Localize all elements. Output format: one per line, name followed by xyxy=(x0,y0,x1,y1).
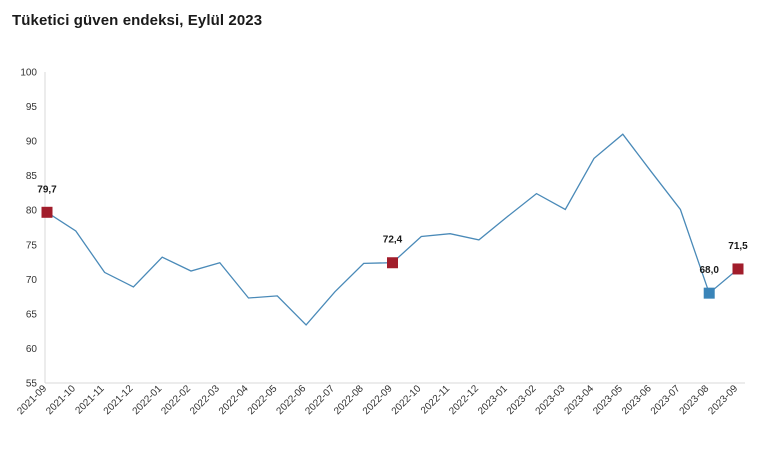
x-tick-label: 2023-06 xyxy=(620,383,654,417)
x-tick-label: 2022-08 xyxy=(332,383,366,417)
x-tick-label: 2022-03 xyxy=(188,383,222,417)
y-tick-label: 75 xyxy=(26,240,38,251)
y-tick-label: 80 xyxy=(26,206,38,217)
chart-title: Tüketici güven endeksi, Eylül 2023 xyxy=(12,12,263,29)
data-label: 79,7 xyxy=(37,184,57,195)
y-tick-label: 65 xyxy=(26,309,38,320)
y-tick-label: 55 xyxy=(26,379,38,390)
x-tick-label: 2023-05 xyxy=(591,383,625,417)
data-label: 68,0 xyxy=(699,265,719,276)
data-label: 72,4 xyxy=(383,235,403,246)
x-tick-label: 2022-02 xyxy=(159,383,193,417)
y-tick-label: 95 xyxy=(26,102,38,113)
data-label: 71,5 xyxy=(728,241,748,252)
y-tick-label: 85 xyxy=(26,171,38,182)
x-tick-label: 2021-12 xyxy=(102,383,136,417)
data-marker xyxy=(732,263,744,275)
y-tick-label: 70 xyxy=(26,275,38,286)
x-tick-label: 2023-03 xyxy=(534,383,568,417)
x-tick-label: 2022-01 xyxy=(131,383,165,417)
x-tick-label: 2021-10 xyxy=(44,383,78,417)
data-marker xyxy=(387,257,398,269)
x-tick-label: 2022-12 xyxy=(447,383,481,417)
x-tick-label: 2022-06 xyxy=(275,383,309,417)
data-marker xyxy=(703,287,715,299)
x-tick-label: 2022-05 xyxy=(246,383,280,417)
x-tick-label: 2022-07 xyxy=(303,383,337,417)
x-tick-label: 2021-11 xyxy=(73,383,107,417)
x-tick-label: 2023-07 xyxy=(649,383,683,417)
data-marker xyxy=(41,206,53,218)
y-tick-label: 90 xyxy=(26,137,38,148)
series-line xyxy=(46,133,739,326)
y-tick-label: 60 xyxy=(26,344,38,355)
x-tick-label: 2023-08 xyxy=(678,383,712,417)
x-tick-label: 2023-09 xyxy=(706,383,740,417)
x-tick-label: 2022-11 xyxy=(419,383,453,417)
x-tick-label: 2023-04 xyxy=(562,383,596,417)
x-tick-label: 2022-09 xyxy=(361,383,395,417)
x-tick-label: 2023-01 xyxy=(476,383,510,417)
x-tick-label: 2022-04 xyxy=(217,383,251,417)
x-tick-label: 2022-10 xyxy=(390,383,424,417)
x-tick-label: 2023-02 xyxy=(505,383,539,417)
y-tick-label: 100 xyxy=(20,68,37,79)
